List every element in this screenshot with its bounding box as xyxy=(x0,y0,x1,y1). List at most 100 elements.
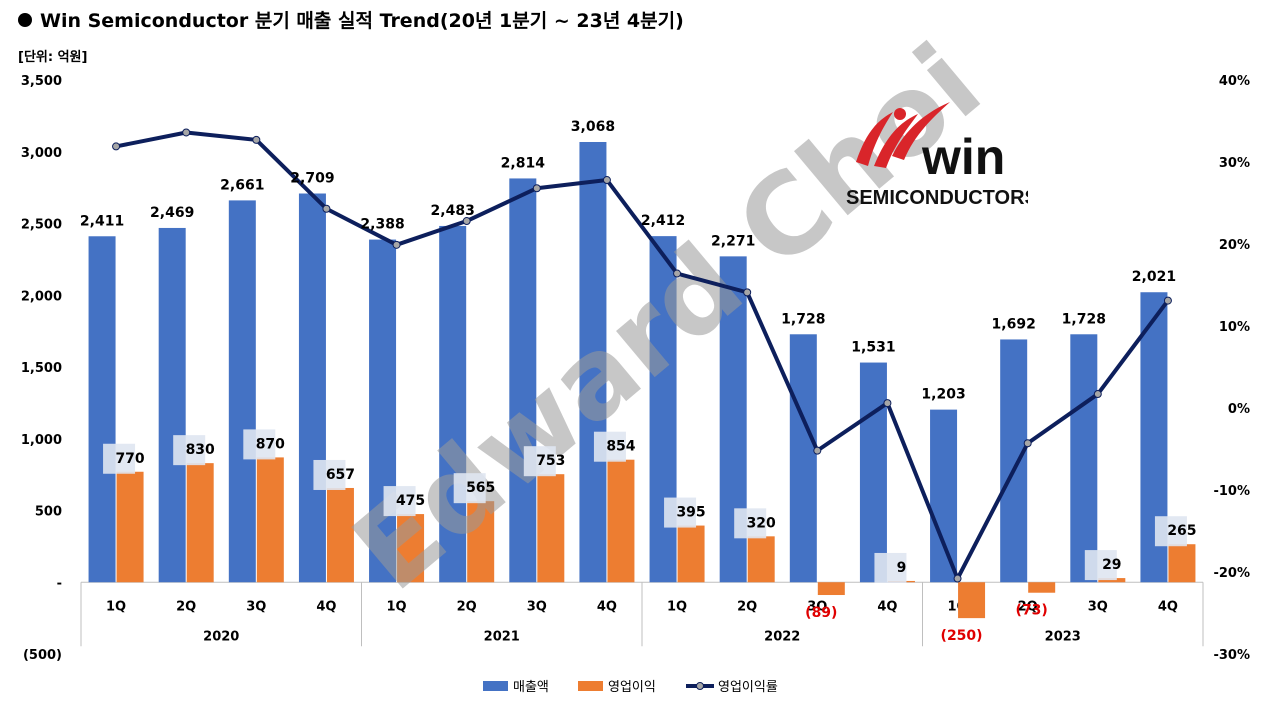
right-axis-tick: -10% xyxy=(1213,484,1250,499)
revenue-data-label: 2,271 xyxy=(711,233,755,249)
operating-margin-point xyxy=(112,142,121,151)
revenue-data-label: 1,531 xyxy=(851,340,895,356)
operating-profit-label-box xyxy=(173,435,206,466)
operating-profit-bar xyxy=(467,501,495,583)
operating-profit-label-box xyxy=(103,443,136,474)
operating-profit-label-box xyxy=(313,459,346,490)
left-axis-tick: 2,500 xyxy=(21,218,62,233)
operating-margin-point xyxy=(182,128,191,137)
operating-profit-data-label: (250) xyxy=(941,628,983,644)
operating-profit-data-label: 9 xyxy=(897,560,907,576)
revenue-bar xyxy=(369,239,397,583)
win-semiconductors-logo: win SEMICONDUCTORS xyxy=(846,102,1028,209)
x-axis-year-label: 2021 xyxy=(484,629,520,644)
operating-profit-label-box xyxy=(1154,516,1187,547)
operating-margin-point xyxy=(1163,296,1172,305)
legend-swatch xyxy=(483,681,508,691)
x-axis-category-label: 4Q xyxy=(877,599,897,614)
x-axis-year-label: 2023 xyxy=(1045,629,1081,644)
x-axis-category-label: 4Q xyxy=(1158,599,1178,614)
operating-profit-data-label: 29 xyxy=(1102,557,1121,573)
unit-label: [단위: 억원] xyxy=(18,50,88,65)
revenue-data-label: 1,728 xyxy=(781,311,825,327)
revenue-bar xyxy=(509,178,537,583)
operating-profit-bar xyxy=(326,487,354,583)
revenue-data-label: 2,814 xyxy=(501,155,546,171)
legend-label: 영업이익률 xyxy=(718,680,778,695)
operating-margin-point xyxy=(392,240,401,249)
right-axis-tick: 40% xyxy=(1219,74,1250,89)
operating-margin-point xyxy=(673,269,682,278)
operating-margin-line xyxy=(115,130,1170,581)
operating-profit-data-label: 475 xyxy=(396,493,425,509)
operating-profit-label-box xyxy=(1084,550,1117,581)
operating-profit-label-box xyxy=(734,508,767,539)
x-axis-category-label: 1Q xyxy=(106,599,126,614)
bullet-icon xyxy=(18,13,32,27)
revenue-data-label: 2,661 xyxy=(220,177,264,193)
right-axis-tick: 0% xyxy=(1228,402,1250,417)
operating-margin-point xyxy=(602,176,611,185)
revenue-data-label: 2,709 xyxy=(290,171,334,187)
left-axis-tick: 1,000 xyxy=(21,433,62,448)
legend-label: 영업이익 xyxy=(608,680,656,695)
left-axis-tick: 3,500 xyxy=(21,74,62,89)
left-axis-tick: 1,500 xyxy=(21,361,62,376)
operating-profit-bar xyxy=(958,582,986,619)
operating-profit-label-box xyxy=(593,431,626,462)
operating-profit-data-label: 830 xyxy=(186,442,215,458)
operating-margin-point xyxy=(953,574,962,583)
operating-margin-point xyxy=(813,446,822,455)
legend-label: 매출액 xyxy=(513,680,549,695)
revenue-bar xyxy=(1070,334,1098,583)
revenue-bar xyxy=(930,409,958,583)
revenue-data-label: 1,728 xyxy=(1062,311,1106,327)
left-axis-tick: 3,000 xyxy=(21,146,62,161)
x-axis-category-label: 2Q xyxy=(457,599,477,614)
x-axis-category-label: 2Q xyxy=(737,599,757,614)
x-axis-category-label: 3Q xyxy=(1088,599,1108,614)
right-axis-tick: 20% xyxy=(1219,238,1250,253)
operating-profit-bar xyxy=(1098,578,1126,583)
x-axis-category-label: 1Q xyxy=(387,599,407,614)
legend-swatch xyxy=(578,681,603,691)
operating-profit-label-box xyxy=(453,473,486,504)
operating-margin-point xyxy=(1023,439,1032,448)
x-axis-category-label: 2Q xyxy=(176,599,196,614)
revenue-bar xyxy=(789,334,817,583)
revenue-bar xyxy=(298,193,326,583)
chart-title-text: Win Semiconductor 분기 매출 실적 Trend(20년 1분기… xyxy=(40,10,684,32)
x-axis-category-label: 3Q xyxy=(807,599,827,614)
operating-margin-point xyxy=(322,204,331,213)
x-axis-category-label: 2Q xyxy=(1018,599,1038,614)
x-axis-year-label: 2022 xyxy=(764,629,800,644)
operating-profit-data-label: 753 xyxy=(536,453,565,469)
logo-swoosh-icon xyxy=(856,102,950,168)
operating-profit-bar xyxy=(677,525,705,583)
operating-margin-point xyxy=(883,399,892,408)
operating-profit-bar xyxy=(256,457,284,583)
revenue-bar xyxy=(859,362,887,583)
operating-profit-data-label: 565 xyxy=(466,480,495,496)
operating-profit-label-box xyxy=(523,446,556,477)
x-axis-category-label: 3Q xyxy=(527,599,547,614)
operating-margin-point xyxy=(743,288,752,297)
left-axis-tick: - xyxy=(57,576,62,591)
revenue-bar xyxy=(88,236,116,583)
operating-profit-data-label: (73) xyxy=(1016,603,1048,619)
operating-profit-bar xyxy=(116,471,144,583)
operating-profit-data-label: 770 xyxy=(115,451,144,467)
revenue-data-label: 1,692 xyxy=(992,316,1036,332)
legend-marker xyxy=(696,682,704,690)
right-axis-tick: 10% xyxy=(1219,320,1250,335)
x-axis-category-label: 3Q xyxy=(246,599,266,614)
operating-profit-bar xyxy=(817,582,845,596)
operating-profit-data-label: 320 xyxy=(747,515,776,531)
right-axis-tick: -30% xyxy=(1213,648,1250,663)
revenue-bar xyxy=(158,227,186,583)
revenue-bar xyxy=(228,200,256,583)
revenue-bar xyxy=(439,225,467,583)
operating-profit-bar xyxy=(607,459,635,583)
operating-profit-bar xyxy=(537,474,565,583)
